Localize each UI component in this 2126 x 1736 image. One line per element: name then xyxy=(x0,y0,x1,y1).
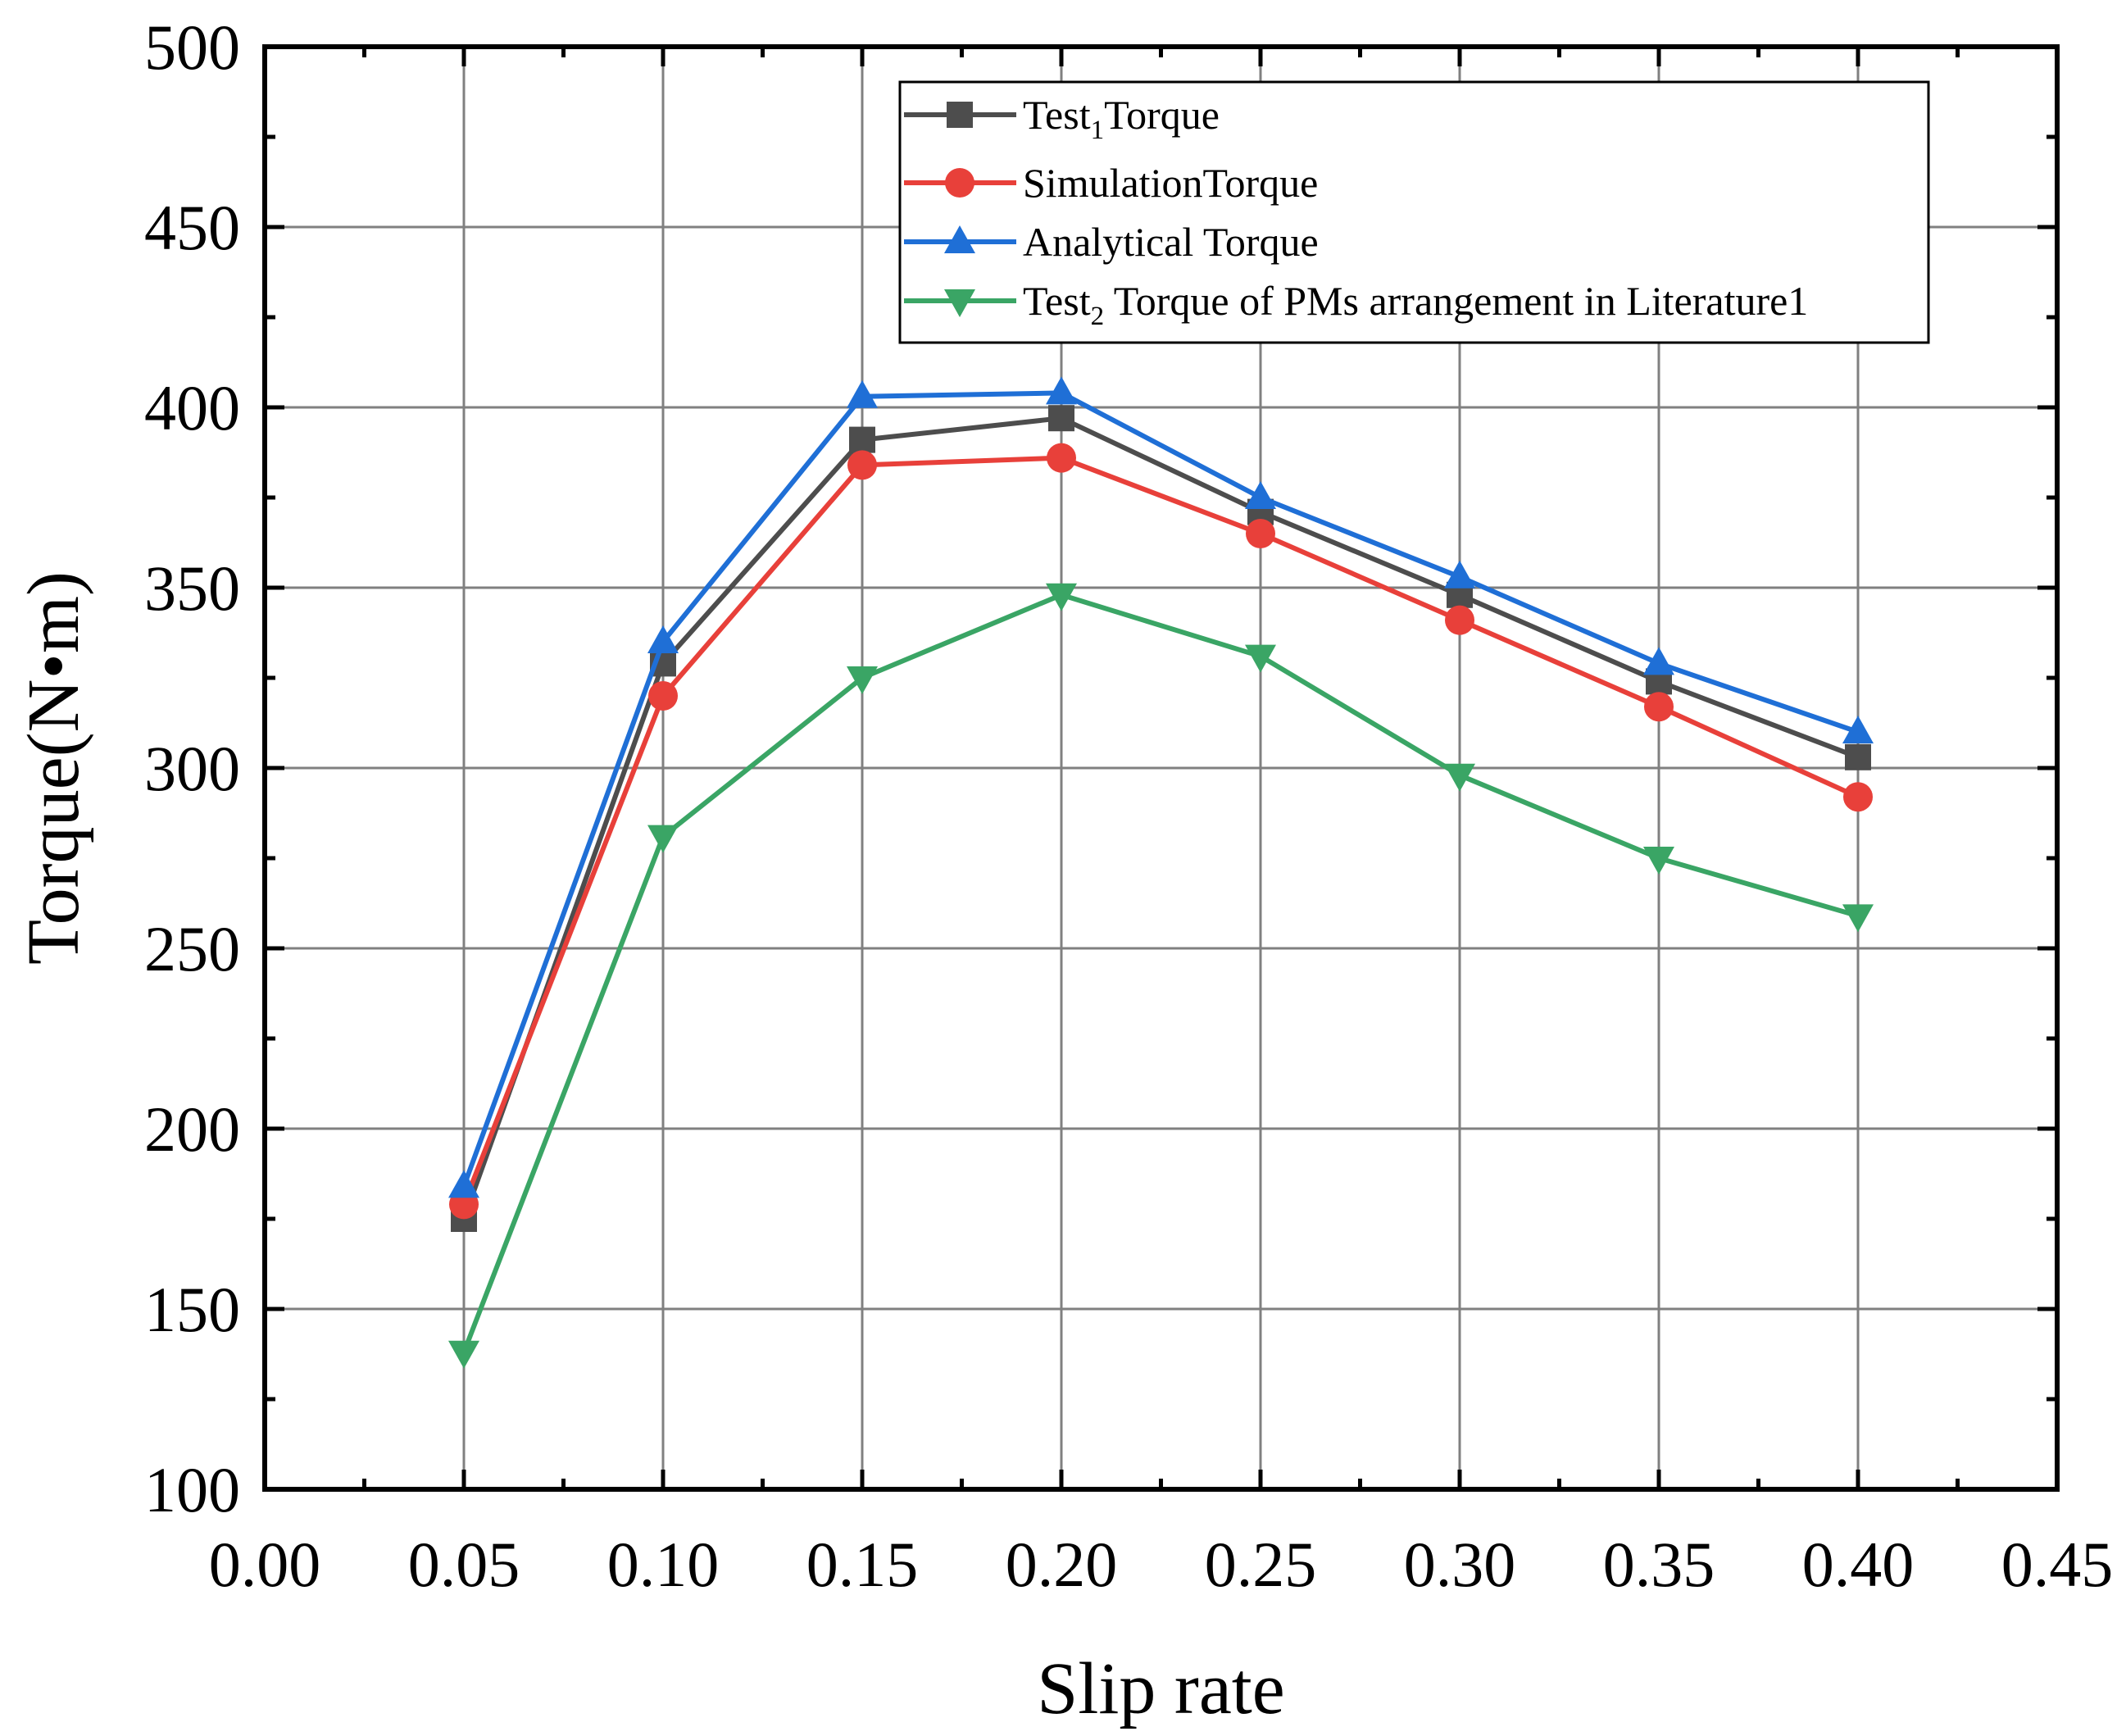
x-tick-label: 0.30 xyxy=(1404,1529,1516,1600)
data-point xyxy=(1843,782,1873,812)
x-tick-label: 0.35 xyxy=(1603,1529,1715,1600)
data-point xyxy=(1842,716,1874,743)
x-axis-title: Slip rate xyxy=(1037,1648,1284,1729)
legend-swatch-marker xyxy=(947,102,973,128)
data-point xyxy=(1048,405,1074,432)
legend-label-main: Test xyxy=(1023,278,1091,324)
x-tick-label: 0.05 xyxy=(408,1529,520,1600)
y-tick-label: 450 xyxy=(144,192,240,263)
x-tick-label: 0.00 xyxy=(209,1529,321,1600)
y-tick-label: 150 xyxy=(144,1274,240,1345)
data-point xyxy=(1046,376,1077,405)
data-point xyxy=(1643,847,1674,875)
legend-label: SimulationTorque xyxy=(1023,160,1318,206)
data-point xyxy=(847,379,878,408)
legend-item: Analytical Torque xyxy=(904,219,1319,265)
x-tick-label: 0.10 xyxy=(607,1529,720,1600)
legend-label: Test2 Torque of PMs arrangement in Liter… xyxy=(1023,278,1808,331)
series-3 xyxy=(448,583,1874,1369)
legend-item: Test2 Torque of PMs arrangement in Liter… xyxy=(904,278,1808,331)
data-point xyxy=(849,426,875,453)
data-point xyxy=(1445,605,1474,635)
legend-label-rest: Torque of PMs arrangement in Literature1 xyxy=(1104,278,1808,324)
legend-label-subscript: 2 xyxy=(1091,302,1105,331)
x-tick-label: 0.45 xyxy=(2001,1529,2114,1600)
series-1 xyxy=(449,443,1873,1220)
legend-swatch-marker xyxy=(944,225,975,253)
data-point xyxy=(648,681,678,711)
legend-label-main: SimulationTorque xyxy=(1023,160,1318,206)
y-tick-label: 200 xyxy=(144,1093,240,1165)
data-point xyxy=(1047,443,1076,473)
x-tick-label: 0.40 xyxy=(1802,1529,1915,1600)
x-tick-label: 0.20 xyxy=(1006,1529,1118,1600)
legend-swatch-marker xyxy=(944,289,975,317)
legend-label: Test1Torque xyxy=(1023,92,1220,145)
y-tick-label: 100 xyxy=(144,1454,240,1525)
data-point xyxy=(847,666,878,694)
x-tick-label: 0.25 xyxy=(1205,1529,1317,1600)
data-point xyxy=(1245,644,1276,673)
tick-labels: 0.00 0.05 0.10 0.15 0.20 0.25 0.30 0.35 0.40 0.45… xyxy=(144,11,2113,1600)
data-point xyxy=(448,1340,479,1369)
data-point xyxy=(1644,692,1674,722)
data-point xyxy=(647,625,679,653)
legend-label-main: Analytical Torque xyxy=(1023,219,1319,265)
data-point xyxy=(1246,519,1275,548)
y-tick-label: 300 xyxy=(144,733,240,804)
x-tick-label: 0.15 xyxy=(806,1529,919,1600)
series-line xyxy=(461,592,1859,1353)
y-tick-label: 350 xyxy=(144,552,240,624)
legend-label-main: Test xyxy=(1023,92,1091,138)
legend-box xyxy=(898,80,1930,344)
data-point xyxy=(1245,481,1276,509)
legend-label-subscript: 1 xyxy=(1091,116,1105,145)
y-axis-title: Torque(N•m) xyxy=(13,571,94,965)
y-tick-label: 250 xyxy=(144,913,240,984)
data-point xyxy=(847,450,877,480)
data-point xyxy=(1842,904,1874,933)
data-point xyxy=(1444,763,1475,792)
tick-layer xyxy=(262,44,2060,1492)
data-point xyxy=(1444,560,1475,589)
data-point xyxy=(1845,743,1871,770)
series-line xyxy=(461,416,1860,1220)
y-tick-label: 500 xyxy=(144,11,240,83)
legend-item: Test1Torque xyxy=(904,92,1220,145)
legend-label-rest: Torque xyxy=(1104,92,1220,138)
series-line xyxy=(461,455,1860,1206)
legend-item: SimulationTorque xyxy=(904,160,1318,206)
data-point xyxy=(1046,583,1077,611)
data-point xyxy=(1643,647,1674,675)
data-point xyxy=(448,1170,479,1198)
series-line xyxy=(461,390,1859,1188)
legend-swatch-marker xyxy=(945,168,974,198)
series-2 xyxy=(448,376,1874,1198)
series-layer xyxy=(448,376,1874,1369)
legend-label: Analytical Torque xyxy=(1023,219,1319,265)
y-tick-label: 400 xyxy=(144,372,240,443)
data-point xyxy=(647,825,679,853)
